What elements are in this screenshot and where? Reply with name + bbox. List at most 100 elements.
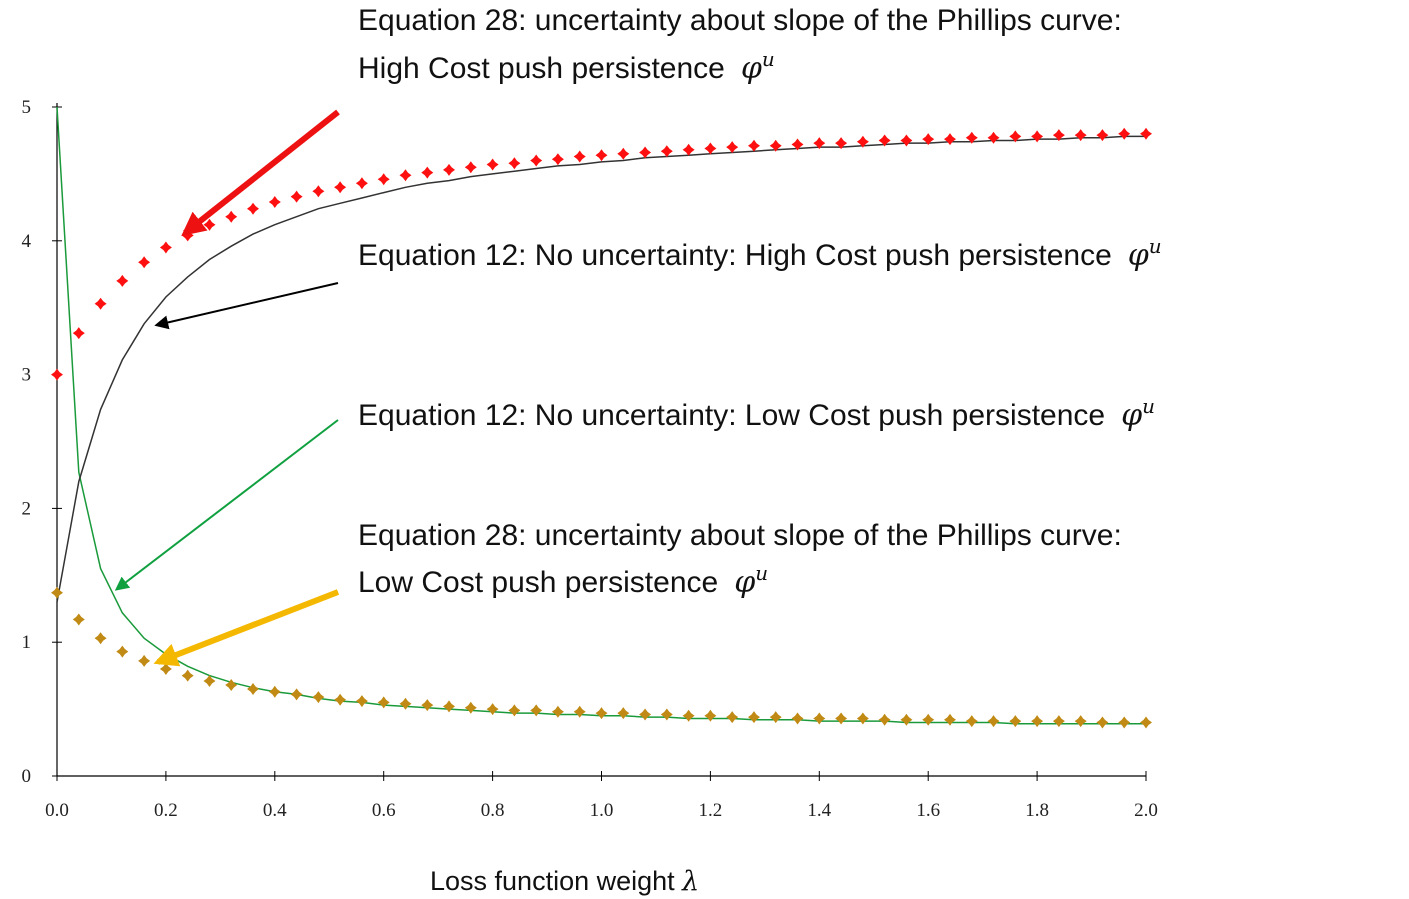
marker <box>181 669 194 682</box>
marker <box>900 134 913 147</box>
x-tick-label: 1.8 <box>1025 800 1049 821</box>
marker <box>51 586 63 599</box>
x-axis-label-text: Loss function weight <box>430 866 675 896</box>
marker <box>1031 130 1044 143</box>
marker <box>486 158 499 171</box>
marker <box>878 134 891 147</box>
arrow <box>153 589 340 667</box>
marker <box>268 685 281 698</box>
marker <box>290 688 303 701</box>
marker <box>355 177 368 190</box>
marker <box>203 218 216 231</box>
marker <box>878 713 891 726</box>
marker <box>72 327 85 340</box>
annotation-text: Equation 28: uncertainty about slope of … <box>358 519 1122 552</box>
marker <box>726 711 739 724</box>
marker <box>464 701 477 714</box>
marker <box>377 696 390 709</box>
marker <box>508 157 521 170</box>
x-tick-label: 0.8 <box>481 800 505 821</box>
annotation: Equation 12: No uncertainty: High Cost p… <box>358 234 1162 273</box>
marker <box>835 137 848 150</box>
marker <box>987 131 1000 144</box>
marker <box>94 297 107 310</box>
y-tick-label: 3 <box>22 365 32 386</box>
x-tick-label: 0.2 <box>154 800 178 821</box>
marker <box>965 715 978 728</box>
marker <box>290 190 303 203</box>
marker <box>72 613 85 626</box>
marker <box>835 712 848 725</box>
x-tick-label: 2.0 <box>1134 800 1158 821</box>
marker <box>813 712 826 725</box>
marker <box>464 161 477 174</box>
marker <box>922 713 935 726</box>
marker <box>312 185 325 198</box>
marker <box>660 145 673 158</box>
marker <box>726 141 739 154</box>
marker <box>922 133 935 146</box>
marker <box>704 142 717 155</box>
x-tick-label: 0.0 <box>45 800 69 821</box>
x-tick-label: 0.6 <box>372 800 396 821</box>
plot-area: 0 1 2 3 4 5 0.0 0.2 0.4 0.6 0.8 1.0 1.2 1.4 1.6 1.8 2.0 <box>22 97 1158 821</box>
marker <box>399 169 412 182</box>
marker <box>551 705 564 718</box>
annotation-symbol: φ <box>741 51 762 86</box>
marker <box>312 691 325 704</box>
marker <box>748 139 760 152</box>
marker <box>965 131 978 144</box>
marker <box>944 713 956 726</box>
marker <box>138 256 151 269</box>
annotation: Low Cost push persistence φu <box>358 561 768 600</box>
y-tick-label: 1 <box>22 632 32 653</box>
annotation-text: Equation 28: uncertainty about slope of … <box>358 4 1122 37</box>
marker <box>1052 715 1065 728</box>
marker <box>1118 716 1131 729</box>
marker <box>247 202 259 215</box>
marker <box>116 645 129 658</box>
marker <box>530 704 543 717</box>
marker <box>987 715 1000 728</box>
marker <box>769 139 782 152</box>
marker <box>1140 127 1152 140</box>
annotation-superscript: u <box>755 561 768 585</box>
y-tick-label: 0 <box>22 766 32 787</box>
marker <box>1009 130 1022 143</box>
marker <box>682 709 695 722</box>
marker <box>791 138 804 151</box>
arrow <box>114 419 339 591</box>
marker <box>573 705 586 718</box>
annotation-text: High Cost push persistence <box>358 52 725 85</box>
marker <box>900 713 913 726</box>
marker <box>1074 715 1087 728</box>
x-axis-label: Loss function weight λ <box>430 866 699 897</box>
annotation-symbol: φ <box>1128 238 1149 273</box>
marker <box>268 196 281 208</box>
marker <box>573 150 586 163</box>
marker <box>660 708 673 721</box>
annotation-text: Low Cost push persistence <box>358 566 718 599</box>
annotation: Equation 28: uncertainty about slope of … <box>358 519 1122 552</box>
x-axis-symbol: λ <box>681 866 699 897</box>
annotation-superscript: u <box>1149 234 1162 258</box>
marker <box>551 153 564 166</box>
marker <box>443 163 455 176</box>
marker <box>856 712 869 725</box>
x-tick-label: 1.0 <box>590 800 614 821</box>
arrow <box>154 282 339 330</box>
marker <box>486 703 499 716</box>
marker <box>138 654 151 667</box>
annotation-text: Equation 12: No uncertainty: High Cost p… <box>358 239 1112 272</box>
marker <box>639 146 652 159</box>
marker <box>94 632 107 645</box>
x-tick-label: 1.4 <box>807 800 831 821</box>
marker <box>508 704 521 717</box>
marker <box>247 683 259 695</box>
marker <box>595 149 608 162</box>
annotation-symbol: φ <box>734 565 755 600</box>
marker <box>225 679 238 691</box>
annotation: Equation 12: No uncertainty: Low Cost pu… <box>358 394 1155 433</box>
annotation-superscript: u <box>1142 394 1155 418</box>
marker <box>51 368 63 381</box>
